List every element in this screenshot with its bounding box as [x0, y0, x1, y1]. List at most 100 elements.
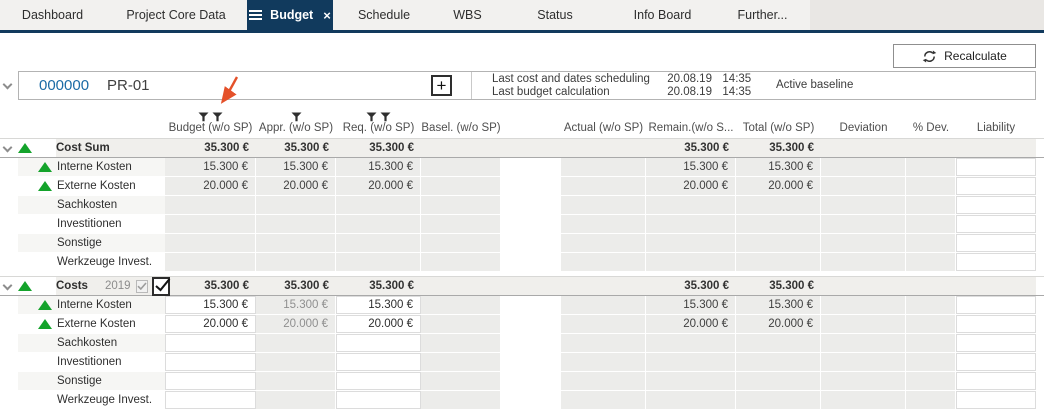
- collapse-chevron-icon[interactable]: [2, 280, 13, 291]
- tab-dashboard[interactable]: Dashboard: [0, 0, 105, 30]
- cell-req: [336, 253, 421, 271]
- cell-liability[interactable]: [956, 334, 1036, 352]
- cell-req[interactable]: 20.000 €: [336, 315, 421, 333]
- row-label-cell: Interne Kosten: [18, 296, 165, 314]
- cell-req[interactable]: [336, 334, 421, 352]
- filter-icon[interactable]: [380, 109, 391, 127]
- tab-project-core-data[interactable]: Project Core Data: [105, 0, 247, 30]
- row-label: Investitionen: [57, 356, 122, 368]
- filter-icon[interactable]: [198, 109, 209, 127]
- row-gutter: [0, 158, 18, 176]
- column-header-total[interactable]: Total (w/o SP): [736, 100, 821, 138]
- cell-total: [736, 353, 821, 371]
- column-gap: [501, 177, 561, 195]
- table-row-investitionen: Investitionen: [0, 215, 1044, 234]
- cell-req[interactable]: [336, 391, 421, 409]
- cell-total: 20.000 €: [736, 315, 821, 333]
- row-gutter: [0, 253, 18, 271]
- cell-liability[interactable]: [956, 234, 1036, 252]
- cell-liability[interactable]: [956, 353, 1036, 371]
- cell-budget[interactable]: [165, 372, 256, 390]
- column-header-actual[interactable]: Actual (w/o SP): [561, 100, 646, 138]
- filter-icon[interactable]: [291, 109, 302, 127]
- tab-status[interactable]: Status: [500, 0, 610, 30]
- row-label: Sachkosten: [57, 199, 118, 211]
- cell-req: [336, 196, 421, 214]
- group-total-remain: 35.300 €: [646, 277, 736, 295]
- cell-appr: [256, 372, 336, 390]
- cell-req: 20.000 €: [336, 177, 421, 195]
- tab-wbs[interactable]: WBS: [435, 0, 500, 30]
- group-band-gap: [501, 139, 561, 157]
- row-gutter: [0, 315, 18, 333]
- column-header-budget[interactable]: Budget (w/o SP): [165, 100, 256, 138]
- filter-icon[interactable]: [366, 109, 377, 127]
- year-checkbox-disabled[interactable]: [135, 279, 148, 293]
- column-header-appr[interactable]: Appr. (w/o SP): [256, 100, 336, 138]
- row-label: Werkzeuge Invest.: [57, 256, 153, 268]
- cell-actual: [561, 177, 646, 195]
- header-divider: [471, 72, 472, 99]
- cell-liability[interactable]: [956, 315, 1036, 333]
- column-header-label: Req. (w/o SP): [342, 122, 415, 134]
- cell-total: [736, 372, 821, 390]
- year-checkbox[interactable]: [151, 276, 170, 296]
- tab-info-board[interactable]: Info Board: [610, 0, 715, 30]
- cell-liability[interactable]: [956, 158, 1036, 176]
- cell-liability[interactable]: [956, 196, 1036, 214]
- close-icon[interactable]: ×: [323, 7, 331, 23]
- column-header-liability[interactable]: Liability: [956, 100, 1036, 138]
- column-header-remain[interactable]: Remain.(w/o S...: [646, 100, 736, 138]
- recalculate-button[interactable]: Recalculate: [893, 44, 1036, 68]
- group-total-actual: [561, 139, 646, 157]
- cell-liability[interactable]: [956, 215, 1036, 233]
- cell-budget[interactable]: 15.300 €: [165, 296, 256, 314]
- row-gutter: [0, 391, 18, 409]
- cell-deviation: [821, 234, 906, 252]
- group-band-gap: [501, 277, 561, 295]
- cell-liability[interactable]: [956, 177, 1036, 195]
- cell-req[interactable]: [336, 353, 421, 371]
- cell-appr: [256, 353, 336, 371]
- cell-liability[interactable]: [956, 253, 1036, 271]
- cell-req[interactable]: [336, 372, 421, 390]
- scheduling-time: 14:35: [722, 73, 752, 85]
- column-header-label: Budget (w/o SP): [168, 122, 253, 134]
- cell-budget[interactable]: [165, 391, 256, 409]
- cell-liability[interactable]: [956, 391, 1036, 409]
- group-total-appr: 35.300 €: [256, 277, 336, 295]
- menu-icon[interactable]: [249, 8, 263, 22]
- cell-liability[interactable]: [956, 296, 1036, 314]
- project-expander-chevron-icon[interactable]: [2, 79, 13, 90]
- tab-further[interactable]: Further...: [715, 0, 810, 30]
- project-info: Last cost and dates scheduling 20.08.19 …: [492, 73, 751, 99]
- cell-appr: 20.000 €: [256, 315, 336, 333]
- cell-budget[interactable]: [165, 334, 256, 352]
- row-label-cell: Externe Kosten: [18, 177, 165, 195]
- column-header-req[interactable]: Req. (w/o SP): [336, 100, 421, 138]
- tab-budget[interactable]: Budget ×: [247, 0, 333, 30]
- cell-remain: 15.300 €: [646, 296, 736, 314]
- cell-budget[interactable]: [165, 353, 256, 371]
- row-label: Werkzeuge Invest.: [57, 394, 153, 406]
- cell-req[interactable]: 15.300 €: [336, 296, 421, 314]
- row-gutter: [0, 334, 18, 352]
- tab-schedule[interactable]: Schedule: [333, 0, 435, 30]
- cell-actual: [561, 391, 646, 409]
- column-header-basel[interactable]: Basel. (w/o SP): [421, 100, 501, 138]
- cell-budget[interactable]: 20.000 €: [165, 315, 256, 333]
- filter-icon[interactable]: [212, 109, 223, 127]
- cell-total: [736, 391, 821, 409]
- collapse-chevron-icon[interactable]: [2, 142, 13, 153]
- cell-liability[interactable]: [956, 372, 1036, 390]
- column-header-pdev[interactable]: % Dev.: [906, 100, 956, 138]
- cell-basel: [421, 253, 501, 271]
- column-header-deviation[interactable]: Deviation: [821, 100, 906, 138]
- row-label-cell: Interne Kosten: [18, 158, 165, 176]
- cell-remain: [646, 196, 736, 214]
- cell-actual: [561, 234, 646, 252]
- add-button[interactable]: +: [431, 75, 452, 96]
- cell-pdev: [906, 196, 956, 214]
- group-total-appr: 35.300 €: [256, 139, 336, 157]
- cell-actual: [561, 353, 646, 371]
